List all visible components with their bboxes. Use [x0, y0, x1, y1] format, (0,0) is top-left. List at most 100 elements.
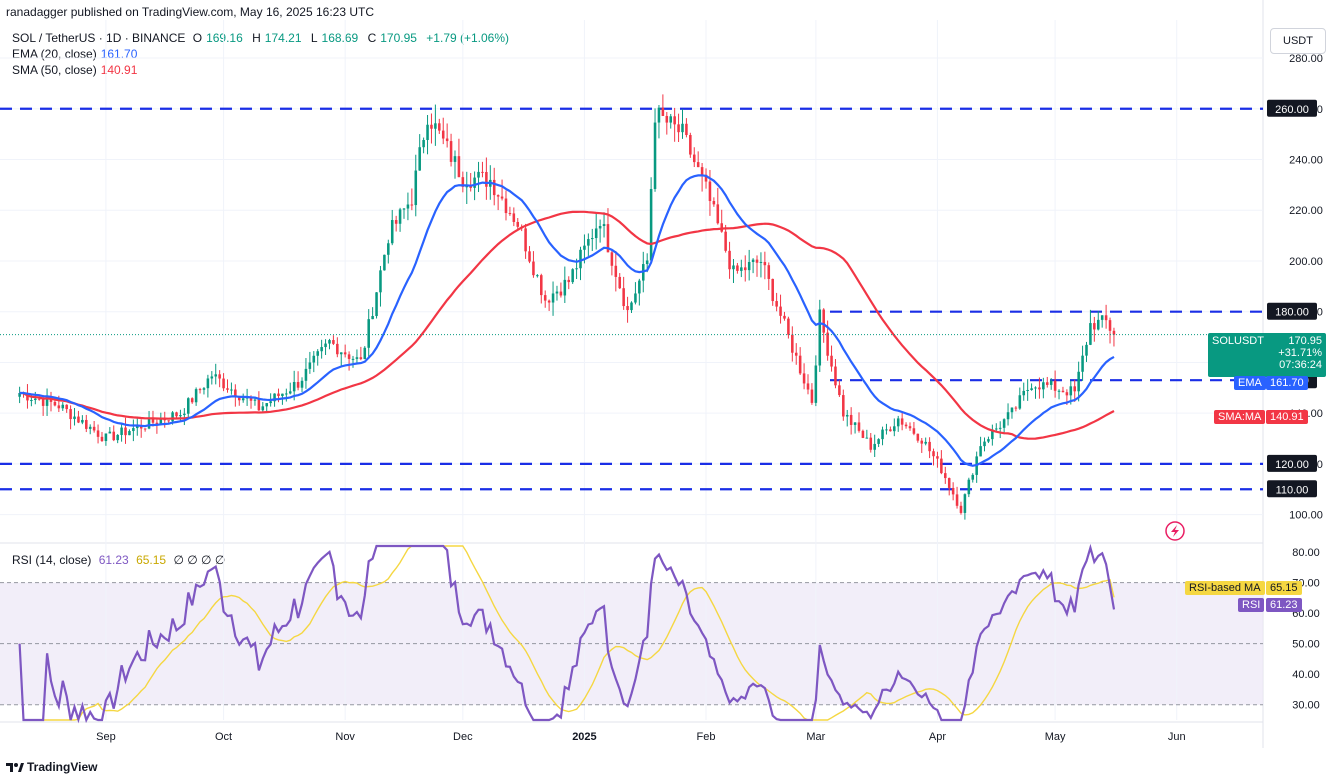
candle-body [877, 439, 880, 444]
candle-body [532, 261, 535, 276]
sma-legend[interactable]: SMA (50, close) 140.91 [12, 63, 141, 77]
candle-body [598, 225, 602, 229]
ohlc-low-value: 168.69 [321, 31, 359, 45]
ohlc-open-value: 169.16 [206, 31, 243, 45]
candle-body [422, 140, 425, 148]
candle-body [673, 116, 676, 125]
candle-body [547, 300, 551, 303]
candle-body [775, 301, 778, 307]
ohlc-close-label: C [367, 31, 377, 45]
candle-body [320, 347, 323, 352]
price-tick-label: 100.00 [1289, 510, 1323, 522]
candle-body [449, 141, 453, 162]
candle-body [18, 393, 21, 397]
candle-body [285, 393, 288, 395]
currency-button[interactable]: USDT [1270, 28, 1326, 54]
candle-body [167, 420, 170, 422]
candle-body [743, 267, 747, 271]
ema-legend-label: EMA (20, close) [12, 47, 97, 61]
candle-body [414, 170, 418, 206]
candle-body [210, 376, 214, 379]
candle-body [830, 355, 833, 367]
candle-body [300, 380, 304, 388]
candle-body [802, 373, 806, 384]
candle-body [151, 417, 155, 423]
candle-body [343, 352, 347, 355]
candle-body [653, 122, 657, 190]
candle-body [602, 224, 606, 226]
candle-body [485, 172, 488, 187]
candle-body [402, 208, 406, 210]
time-tick-label: Oct [215, 731, 232, 743]
candle-body [881, 429, 884, 440]
candle-body [555, 291, 559, 294]
candle-body [112, 431, 116, 441]
candle-body [426, 124, 429, 141]
candle-body [438, 123, 441, 131]
candle-body [1096, 319, 1100, 330]
ema-line [19, 174, 1115, 467]
time-tick-label: Feb [697, 731, 716, 743]
sma-legend-value: 140.91 [100, 63, 138, 77]
level-tag-bg [1267, 99, 1317, 117]
tradingview-brand[interactable]: TradingView [6, 760, 97, 774]
candle-body [477, 171, 480, 178]
candle-body [842, 395, 845, 417]
candle-body [732, 265, 735, 270]
candle-body [724, 231, 727, 251]
sma-price-value: 140.91 [1266, 410, 1308, 424]
candle-body [995, 428, 998, 430]
candle-body [963, 494, 967, 513]
candle-body [159, 418, 163, 425]
time-tick-label: Apr [929, 731, 946, 743]
candle-body [630, 302, 633, 311]
time-tick-label: Nov [335, 731, 355, 743]
candle-body [610, 252, 614, 266]
sma-line [19, 210, 1115, 440]
candle-body [551, 293, 555, 303]
candle-body [955, 494, 959, 506]
candle-body [834, 366, 837, 386]
time-tick-label: Mar [806, 731, 825, 743]
rsi-ma-line [18, 545, 1115, 721]
candle-body [814, 365, 818, 403]
candle-body [763, 261, 767, 266]
candle-body [626, 306, 629, 311]
candle-body [355, 357, 359, 359]
lightning-icon[interactable] [1165, 521, 1185, 541]
rsi-legend[interactable]: RSI (14, close) 61.23 65.15 ∅ ∅ ∅ ∅ [12, 553, 229, 567]
candle-body [234, 389, 237, 398]
time-axis-ticks: Sep Oct Nov Dec 2025 Feb Mar Apr May Jun [96, 731, 1185, 743]
candle-body [1034, 387, 1037, 389]
candle-body [418, 147, 421, 171]
candle-body [665, 115, 669, 123]
level-tag-bg [1267, 480, 1317, 498]
candle-body [155, 422, 159, 425]
time-tick-label: Jun [1168, 731, 1186, 743]
candle-body [453, 156, 457, 162]
symbol-title[interactable]: SOL / TetherUS · 1D · BINANCE [12, 31, 186, 45]
sma-tag-label: SMA:MA [1218, 411, 1262, 423]
candle-body [387, 243, 390, 255]
price-axis-ticks: 280.00260.00240.00220.00200.00180.00160.… [1289, 53, 1323, 522]
candle-body [528, 251, 531, 262]
sma-legend-label: SMA (50, close) [12, 63, 97, 77]
candle-body [951, 487, 955, 495]
candle-body [677, 124, 680, 133]
candle-body [704, 174, 708, 182]
ema-legend[interactable]: EMA (20, close) 161.70 [12, 47, 141, 61]
published-text: ranadagger published on TradingView.com,… [6, 5, 375, 19]
candle-body [461, 177, 465, 187]
candle-body [998, 427, 1002, 429]
candle-body [1038, 387, 1041, 390]
candle-body [85, 419, 88, 429]
candle-body [845, 414, 849, 417]
candle-body [567, 279, 571, 283]
candle-body [755, 259, 759, 263]
candle-body [838, 385, 841, 396]
candle-body [896, 418, 900, 427]
candle-body [987, 439, 990, 442]
candle-body [771, 278, 774, 302]
